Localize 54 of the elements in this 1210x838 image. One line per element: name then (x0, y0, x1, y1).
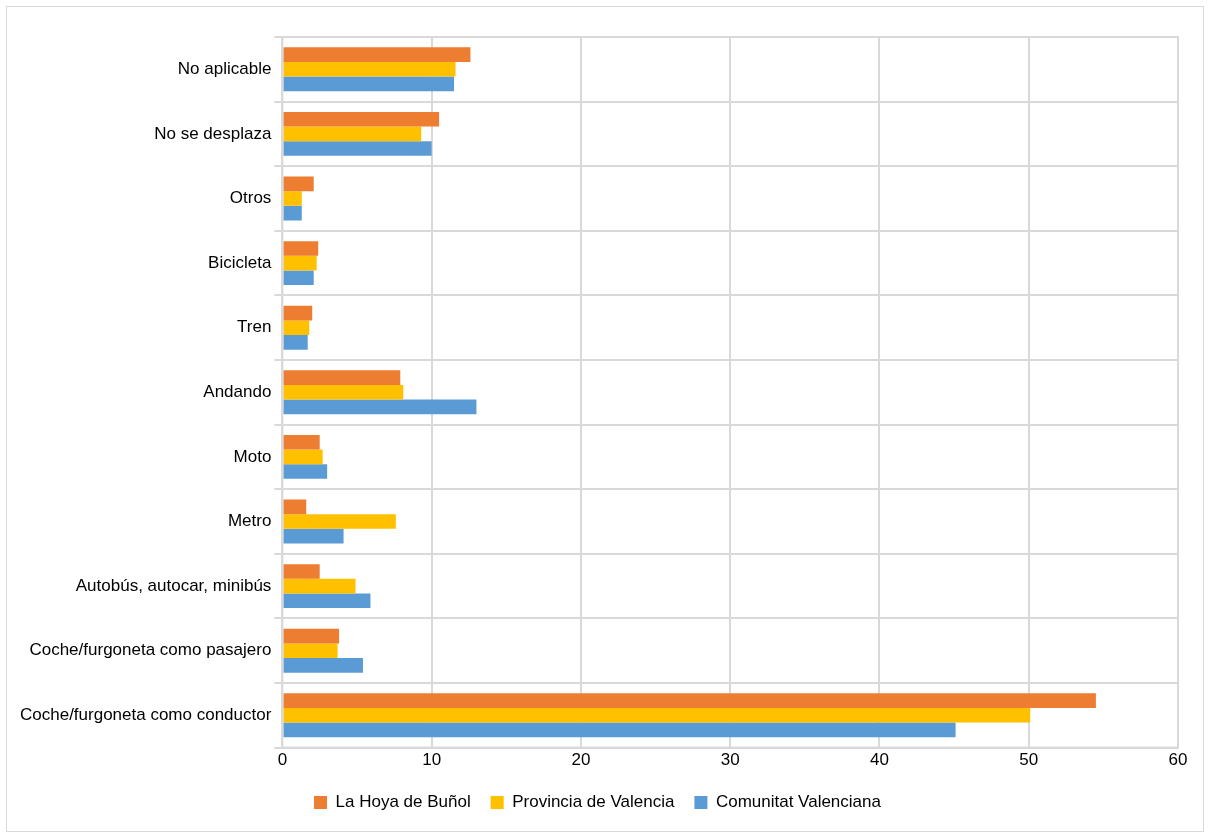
bar (283, 255, 317, 271)
bar (283, 528, 344, 544)
bar (283, 564, 320, 579)
bar (283, 191, 302, 206)
bar (283, 643, 338, 659)
x-tick-label: 0 (277, 750, 288, 770)
bar (283, 593, 371, 609)
y-tick-label: Moto (233, 446, 272, 466)
bar (283, 205, 302, 221)
bar (283, 578, 356, 594)
bar (283, 76, 455, 92)
bar (283, 241, 319, 256)
y-tick-label: Coche/furgoneta como conductor (20, 704, 272, 724)
bar (283, 384, 404, 400)
bar (283, 141, 432, 156)
legend-label: Comunitat Valenciana (715, 792, 882, 812)
bar (283, 499, 307, 515)
bar (283, 449, 323, 465)
bar (283, 47, 471, 62)
y-tick-label: No aplicable (177, 58, 272, 78)
x-tick-label: 30 (720, 750, 740, 770)
y-tick-label: Metro (227, 511, 272, 531)
legend-label: La Hoya de Buñol (335, 792, 471, 812)
x-tick-label: 60 (1168, 750, 1188, 770)
legend-label: Provincia de Valencia (512, 792, 675, 812)
bar (283, 335, 308, 350)
y-tick-label: Autobús, autocar, minibús (75, 575, 272, 595)
bar (283, 270, 314, 286)
bar (283, 320, 310, 336)
bar (283, 628, 340, 644)
x-tick-label: 50 (1019, 750, 1039, 770)
bar (283, 514, 396, 529)
bar (283, 305, 313, 321)
x-tick-label: 10 (422, 750, 442, 770)
bar (283, 707, 1031, 723)
x-tick-label: 40 (870, 750, 889, 770)
bar (283, 111, 440, 127)
bar (283, 693, 1096, 708)
y-tick-label: Tren (237, 317, 272, 337)
bar (283, 176, 314, 192)
bar (283, 464, 328, 479)
y-tick-label: Coche/furgoneta como pasajero (29, 640, 272, 660)
y-tick-label: No se desplaza (154, 123, 272, 143)
bar (283, 399, 477, 415)
y-tick-label: Andando (203, 381, 272, 401)
bar (283, 434, 320, 450)
bar (283, 722, 956, 738)
x-tick-label: 20 (571, 750, 591, 770)
bar (283, 370, 401, 385)
bar (283, 61, 456, 77)
bar (283, 658, 363, 673)
bar (283, 126, 422, 142)
y-tick-label: Otros (229, 188, 272, 208)
y-tick-label: Bicicleta (208, 252, 272, 272)
